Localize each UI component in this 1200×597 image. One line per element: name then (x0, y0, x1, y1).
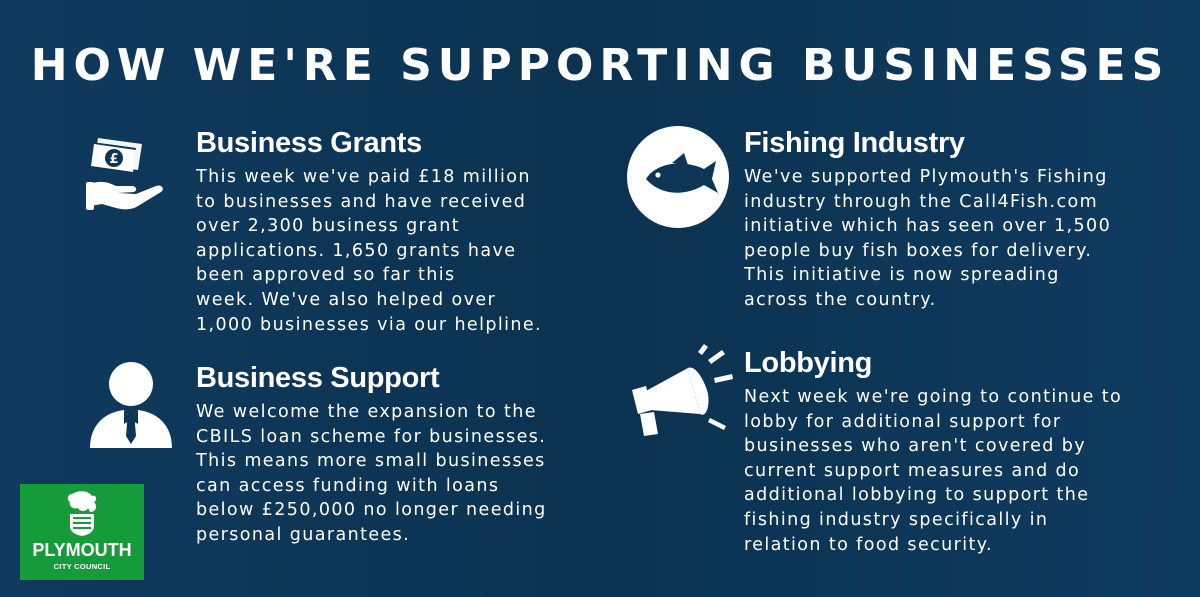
section-heading: Business Support (196, 362, 440, 394)
money-hand-icon: £ (86, 136, 168, 222)
fishing-industry-section: Fishing Industry We've supported Plymout… (744, 126, 1184, 313)
logo-name: PLYMOUTH (32, 540, 132, 560)
section-heading: Lobbying (744, 347, 873, 379)
page-title: HOW WE'RE SUPPORTING BUSINESSES (30, 40, 1170, 91)
lion-crest-icon (64, 490, 100, 536)
section-body: We welcome the expansion to the CBILS lo… (196, 402, 547, 545)
businessperson-icon (88, 360, 174, 448)
business-grants-section: Business Grants This week we've paid £18… (196, 126, 596, 337)
fish-icon (626, 125, 730, 229)
section-heading: Business Grants (196, 127, 422, 159)
svg-text:£: £ (109, 152, 118, 167)
lobbying-section: Lobbying Next week we're going to contin… (744, 346, 1184, 557)
section-body: This week we've paid £18 million to busi… (196, 167, 543, 335)
section-body: We've supported Plymouth's Fishing indus… (744, 167, 1112, 310)
section-body: Next week we're going to continue to lob… (744, 387, 1123, 555)
plymouth-city-council-logo: PLYMOUTH CITY COUNCIL (20, 484, 144, 580)
section-heading: Fishing Industry (744, 127, 965, 159)
logo-subtitle: CITY COUNCIL (53, 562, 111, 571)
business-support-section: Business Support We welcome the expansio… (196, 361, 596, 548)
megaphone-icon (622, 344, 736, 444)
